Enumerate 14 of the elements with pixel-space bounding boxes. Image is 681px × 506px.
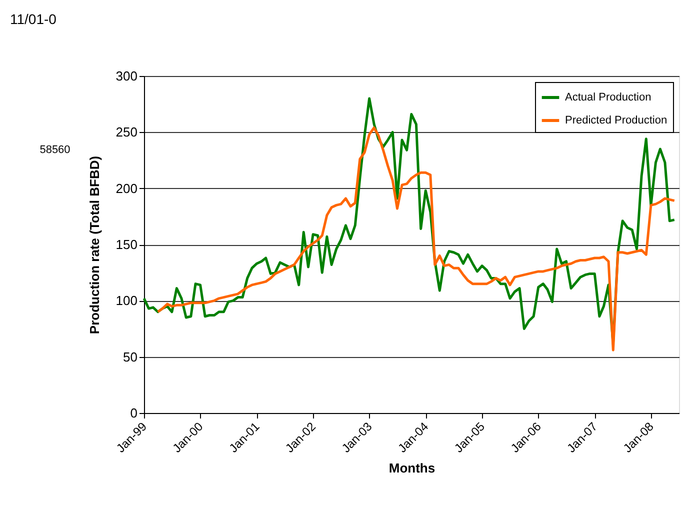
y-tick-label: 100 [116,293,138,308]
y-tick-label: 50 [123,349,138,364]
line-series [156,126,676,352]
y-tick-label: 300 [116,68,138,84]
y-tick-label: 200 [116,180,138,196]
text: 11/01-0 [10,11,57,27]
text: 58560 [40,144,70,156]
y-axis-title: Production rate (Total BFBD) [86,156,102,334]
x-axis-title: Months [388,460,436,476]
legend-label: Predicted Production [565,114,668,126]
y-tick-label: 250 [116,124,138,140]
y-tick-label: 150 [116,237,138,252]
y-tick-label: 0 [130,406,138,420]
legend-label: Actual Production [565,92,652,104]
